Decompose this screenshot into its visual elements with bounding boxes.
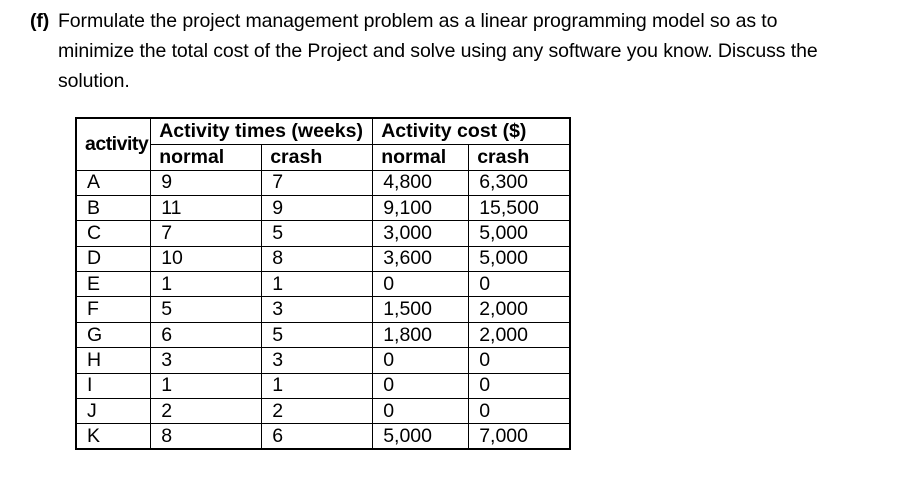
cell-time-crash: 3 bbox=[261, 347, 374, 374]
cell-time-normal: 1 bbox=[150, 372, 263, 400]
cell-activity: E bbox=[75, 271, 152, 298]
cell-time-normal: 11 bbox=[150, 194, 263, 222]
cell-cost-crash: 5,000 bbox=[468, 220, 571, 247]
cell-cost-normal: 0 bbox=[372, 271, 470, 298]
cell-cost-normal: 3,600 bbox=[372, 245, 470, 273]
cell-time-normal: 6 bbox=[150, 321, 263, 349]
cell-time-crash: 6 bbox=[261, 423, 374, 450]
cell-cost-crash: 6,300 bbox=[468, 169, 571, 196]
cell-time-normal: 1 bbox=[150, 271, 263, 298]
cell-activity: H bbox=[75, 347, 152, 374]
cell-time-crash: 1 bbox=[261, 271, 374, 298]
cell-time-normal: 5 bbox=[150, 296, 263, 323]
activity-table-container: activity Activity times (weeks) Activity… bbox=[75, 117, 571, 451]
cell-time-crash: 7 bbox=[261, 169, 374, 196]
subheader-cost-normal: normal bbox=[372, 143, 470, 171]
header-row-groups: activity Activity times (weeks) Activity… bbox=[75, 117, 571, 171]
table-row: K 8 6 5,000 7,000 bbox=[75, 423, 571, 450]
cell-time-crash: 5 bbox=[261, 220, 374, 247]
cell-activity: C bbox=[75, 220, 152, 247]
cell-time-normal: 10 bbox=[150, 245, 263, 273]
cell-activity: G bbox=[75, 321, 152, 349]
table-row: H 3 3 0 0 bbox=[75, 347, 571, 374]
table-row: J 2 2 0 0 bbox=[75, 398, 571, 425]
subheader-cost-crash: crash bbox=[468, 143, 571, 171]
cell-activity: K bbox=[75, 423, 152, 450]
cell-activity: J bbox=[75, 398, 152, 425]
cell-time-crash: 8 bbox=[261, 245, 374, 273]
table-row: D 10 8 3,600 5,000 bbox=[75, 245, 571, 273]
cell-cost-normal: 5,000 bbox=[372, 423, 470, 450]
problem-line-3: solution. bbox=[58, 70, 130, 92]
cell-cost-crash: 0 bbox=[468, 398, 571, 425]
cell-time-normal: 3 bbox=[150, 347, 263, 374]
problem-statement: (f) Formulate the project management prob… bbox=[30, 6, 890, 96]
cell-cost-crash: 2,000 bbox=[468, 296, 571, 323]
cell-time-normal: 9 bbox=[150, 169, 263, 196]
cell-activity: D bbox=[75, 245, 152, 273]
problem-line-1-text: Formulate the project management problem… bbox=[58, 10, 778, 32]
cell-time-crash: 9 bbox=[261, 194, 374, 222]
cell-cost-normal: 4,800 bbox=[372, 169, 470, 196]
cell-cost-crash: 2,000 bbox=[468, 321, 571, 349]
group-header-activity-cost: Activity cost ($) bbox=[372, 117, 571, 145]
cell-cost-crash: 0 bbox=[468, 372, 571, 400]
table-row: A 9 7 4,800 6,300 bbox=[75, 169, 571, 196]
cell-activity: F bbox=[75, 296, 152, 323]
activity-table: activity Activity times (weeks) Activity… bbox=[75, 117, 571, 451]
cell-time-crash: 2 bbox=[261, 398, 374, 425]
problem-line-2: minimize the total cost of the Project a… bbox=[58, 40, 818, 62]
cell-cost-normal: 9,100 bbox=[372, 194, 470, 222]
cell-cost-normal: 1,500 bbox=[372, 296, 470, 323]
cell-cost-crash: 5,000 bbox=[468, 245, 571, 273]
cell-time-crash: 3 bbox=[261, 296, 374, 323]
cell-cost-crash: 7,000 bbox=[468, 423, 571, 450]
cell-cost-normal: 3,000 bbox=[372, 220, 470, 247]
cell-time-normal: 2 bbox=[150, 398, 263, 425]
cell-time-normal: 7 bbox=[150, 220, 263, 247]
subheader-time-normal: normal bbox=[150, 143, 263, 171]
header-row-subheaders: normal crash normal crash bbox=[76, 143, 571, 171]
corner-header-activity: activity bbox=[75, 117, 152, 171]
cell-activity: I bbox=[75, 372, 152, 400]
cell-cost-normal: 0 bbox=[372, 398, 470, 425]
table-row: B 11 9 9,100 15,500 bbox=[75, 194, 571, 222]
subheader-time-crash: crash bbox=[261, 143, 374, 171]
table-row: G 6 5 1,800 2,000 bbox=[75, 321, 571, 349]
cell-cost-normal: 0 bbox=[372, 372, 470, 400]
cell-activity: B bbox=[75, 194, 152, 222]
cell-cost-crash: 15,500 bbox=[468, 194, 571, 222]
problem-line-1: (f) Formulate the project management prob… bbox=[30, 6, 890, 36]
table-row: C 7 5 3,000 5,000 bbox=[75, 220, 571, 247]
cell-cost-crash: 0 bbox=[468, 347, 571, 374]
cell-time-crash: 5 bbox=[261, 321, 374, 349]
item-label: (f) bbox=[30, 10, 50, 32]
cell-cost-normal: 0 bbox=[372, 347, 470, 374]
cell-activity: A bbox=[75, 169, 152, 196]
cell-time-crash: 1 bbox=[261, 372, 374, 400]
group-header-activity-times: Activity times (weeks) bbox=[150, 117, 374, 145]
table-row: F 5 3 1,500 2,000 bbox=[75, 296, 571, 323]
cell-time-normal: 8 bbox=[150, 423, 263, 450]
table-row: E 1 1 0 0 bbox=[75, 271, 571, 298]
table-row: I 1 1 0 0 bbox=[75, 372, 571, 400]
cell-cost-normal: 1,800 bbox=[372, 321, 470, 349]
cell-cost-crash: 0 bbox=[468, 271, 571, 298]
